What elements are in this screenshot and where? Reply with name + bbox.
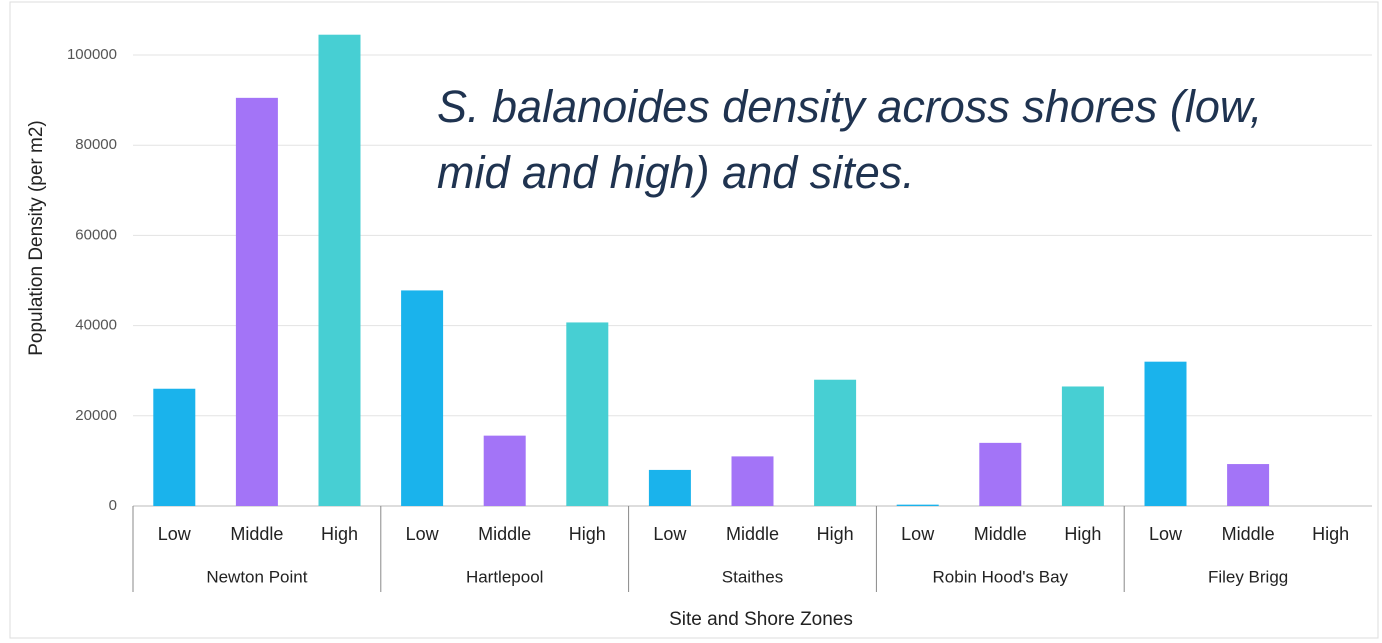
- bar: [731, 456, 774, 506]
- x-tick-label: Low: [901, 524, 935, 544]
- frame: [9, 1, 1379, 639]
- bar: [318, 34, 361, 507]
- x-axis-label: Site and Shore Zones: [669, 609, 853, 630]
- bar: [401, 290, 444, 506]
- x-group-label: Newton Point: [206, 567, 307, 586]
- x-tick-label: High: [569, 524, 606, 544]
- bar: [235, 97, 278, 506]
- x-tick-label: High: [1064, 524, 1101, 544]
- y-tick-label: 40000: [75, 317, 117, 334]
- x-tick-label: Middle: [726, 524, 779, 544]
- x-tick-label: Middle: [974, 524, 1027, 544]
- x-group-label: Filey Brigg: [1208, 567, 1288, 586]
- x-tick-label: High: [1312, 524, 1349, 544]
- chart-title: S. balanoides density across shores (low…: [437, 81, 1263, 198]
- bar: [979, 442, 1022, 506]
- x-tick-label: Middle: [478, 524, 531, 544]
- bar: [896, 504, 939, 506]
- bar: [814, 379, 857, 506]
- bar: [1061, 386, 1104, 506]
- x-group-label: Robin Hood's Bay: [933, 567, 1069, 586]
- x-group-label: Hartlepool: [466, 567, 544, 586]
- bar: [566, 322, 609, 506]
- y-tick-label: 0: [109, 497, 117, 514]
- x-tick-label: Low: [158, 524, 192, 544]
- bar: [153, 388, 196, 506]
- x-tick-label: Middle: [1222, 524, 1275, 544]
- x-tick-label: Low: [406, 524, 440, 544]
- x-tick-label: Middle: [230, 524, 283, 544]
- bar: [1144, 361, 1187, 506]
- y-axis-label: Population Density (per m2): [26, 120, 47, 356]
- x-tick-label: High: [817, 524, 854, 544]
- y-tick-label: 80000: [75, 136, 117, 153]
- bar: [648, 469, 691, 506]
- x-tick-label: Low: [653, 524, 687, 544]
- bar: [483, 435, 526, 506]
- bar: [1227, 464, 1270, 506]
- x-tick-label: Low: [1149, 524, 1183, 544]
- y-tick-label: 100000: [67, 46, 117, 63]
- x-group-label: Staithes: [722, 567, 783, 586]
- y-tick-label: 60000: [75, 226, 117, 243]
- y-tick-label: 20000: [75, 407, 117, 424]
- x-tick-label: High: [321, 524, 358, 544]
